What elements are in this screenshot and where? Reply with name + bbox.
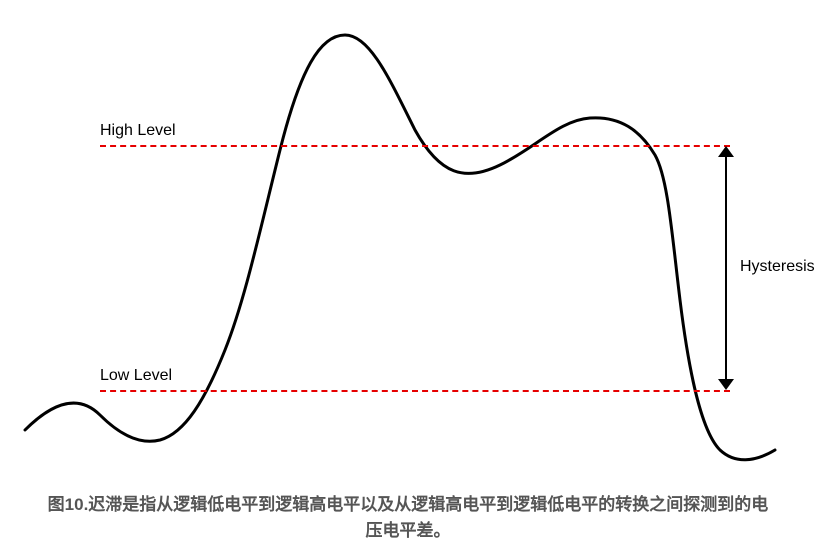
high-level-line [100, 145, 730, 147]
chart-area: High Level Low Level Hysteresis [0, 0, 816, 470]
hysteresis-label: Hysteresis [740, 258, 815, 276]
hysteresis-arrow-head-up [718, 146, 734, 157]
hysteresis-arrow-shaft [725, 148, 727, 388]
hysteresis-figure: High Level Low Level Hysteresis 图10.迟滞是指… [0, 0, 816, 560]
hysteresis-arrow-head-down [718, 379, 734, 390]
high-level-label: High Level [100, 122, 176, 140]
figure-caption: 图10.迟滞是指从逻辑低电平到逻辑高电平以及从逻辑高电平到逻辑低电平的转换之间探… [0, 492, 816, 543]
signal-curve [0, 0, 816, 470]
signal-path [25, 35, 775, 460]
low-level-line [100, 390, 730, 392]
low-level-label: Low Level [100, 367, 172, 385]
